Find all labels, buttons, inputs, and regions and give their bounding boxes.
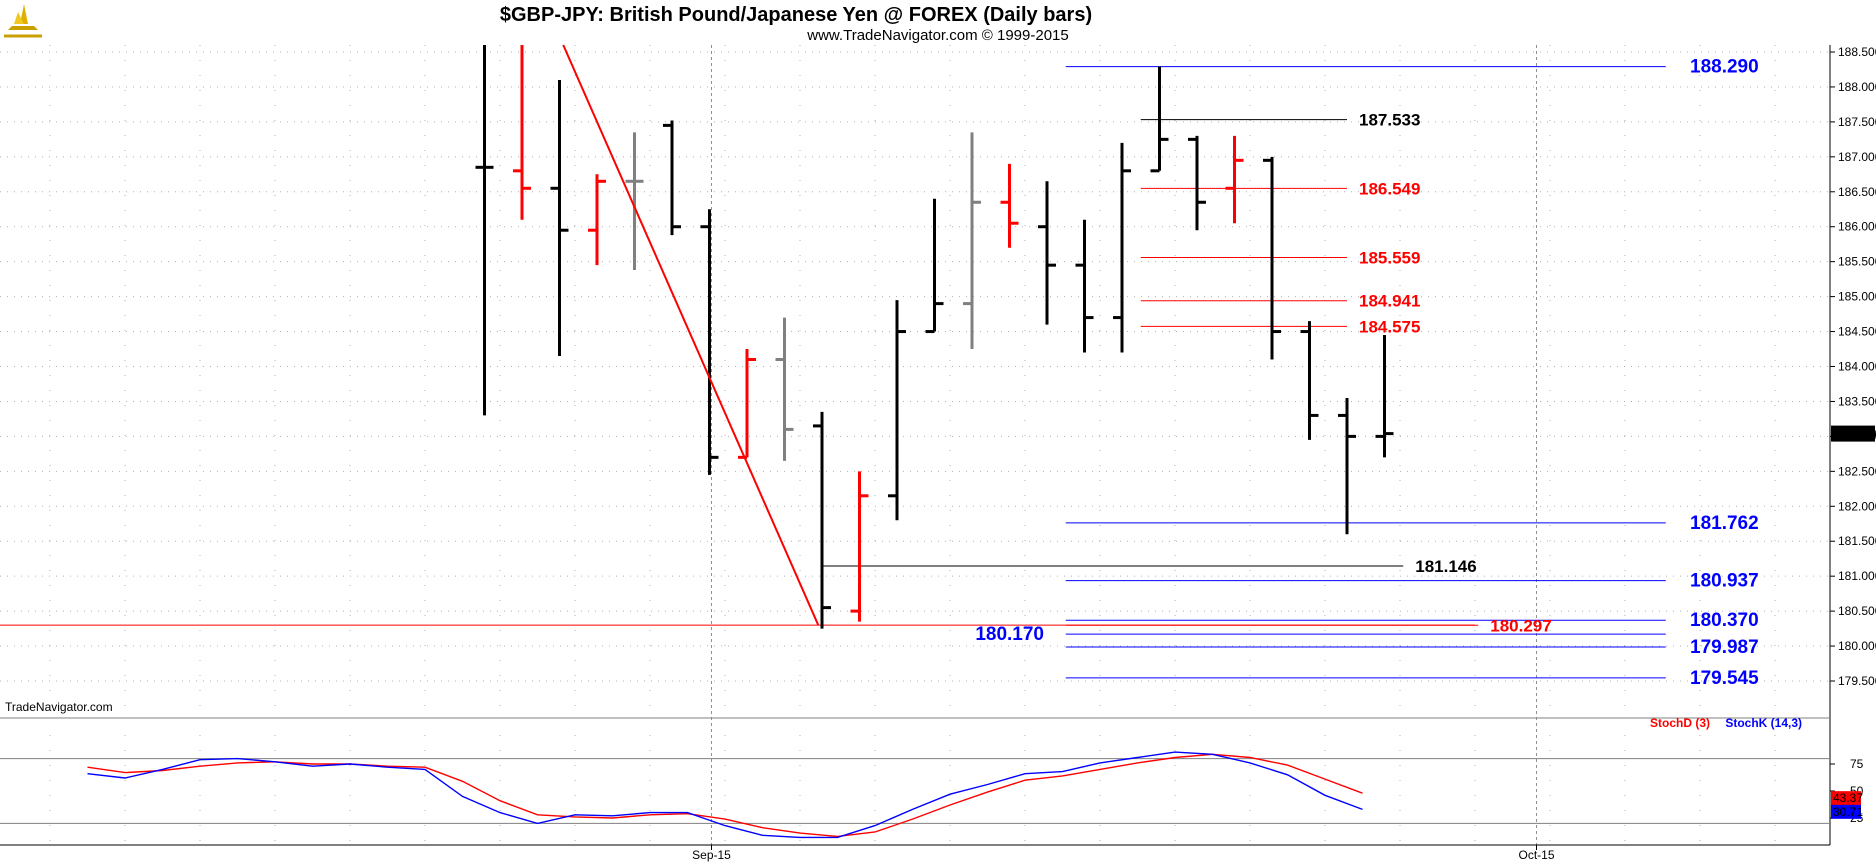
level-label: 180.170	[975, 624, 1044, 645]
stoch-d-line	[87, 753, 1363, 838]
price-bars	[475, 45, 1394, 629]
price-panel: 188.290 187.533 186.549 185.559 184.941 184.5…	[0, 44, 1876, 845]
level-label: 181.762	[1690, 513, 1759, 534]
price-tick-label: 182.500	[1838, 464, 1876, 478]
level-label: 179.545	[1690, 668, 1759, 689]
level-label: 179.987	[1690, 637, 1759, 658]
level-label: 187.533	[1359, 111, 1420, 130]
stochastic-lines	[87, 751, 1363, 839]
ohlc-bar	[1150, 66, 1169, 173]
ohlc-bar	[663, 120, 681, 236]
ohlc-bar	[925, 198, 944, 334]
chart-subtitle: www.TradeNavigator.com © 1999-2015	[806, 27, 1068, 44]
ohlc-bar	[550, 79, 569, 357]
stochastic-grid	[0, 735, 1830, 845]
level-label: 186.549	[1359, 179, 1420, 198]
stoch-tick-label: 75	[1850, 757, 1864, 771]
price-tick-label: 188.000	[1838, 80, 1876, 94]
stoch-k-value-box	[1831, 804, 1861, 819]
level-label: 184.575	[1359, 317, 1420, 336]
stoch-d-value-box	[1831, 791, 1861, 806]
ohlc-bar	[1113, 142, 1131, 353]
ohlc-bar	[775, 317, 794, 461]
price-tick-label: 186.000	[1838, 220, 1876, 234]
time-axis: Sep-15 Oct-15	[0, 844, 1830, 862]
price-tick-label: 182.000	[1838, 499, 1876, 513]
ohlc-bar	[888, 300, 906, 521]
price-tick-label: 187.500	[1838, 115, 1876, 129]
price-tick-label: 179.500	[1838, 674, 1876, 688]
ohlc-bar	[963, 132, 981, 350]
price-tick-label: 185.500	[1838, 255, 1876, 269]
ohlc-bar	[1188, 135, 1206, 231]
ohlc-bar	[700, 209, 719, 475]
level-label: 180.937	[1690, 571, 1759, 592]
price-tick-label: 184.500	[1838, 325, 1876, 339]
ohlc-bar	[625, 132, 644, 271]
price-tick-label: 186.500	[1838, 185, 1876, 199]
price-tick-label: 187.000	[1838, 150, 1876, 164]
ohlc-bar	[588, 174, 606, 266]
last-price-box	[1831, 425, 1875, 442]
legend-stoch-d: StochD (3)	[1650, 716, 1710, 730]
price-tick-label: 180.000	[1838, 639, 1876, 653]
time-tick-label: Oct-15	[1518, 848, 1554, 862]
ohlc-bar	[1300, 321, 1319, 440]
price-tick-label: 185.000	[1838, 290, 1876, 304]
level-label: 188.290	[1690, 57, 1759, 78]
ohlc-bar	[1225, 135, 1244, 224]
ohlc-bar	[513, 45, 531, 220]
chart-logo-icon	[4, 4, 42, 38]
ohlc-bar	[813, 411, 831, 629]
stoch-k-value: 30.71	[1833, 805, 1863, 819]
ohlc-bar	[475, 45, 494, 416]
price-tick-label: 188.500	[1838, 45, 1876, 59]
time-tick-label: Sep-15	[692, 848, 731, 862]
downtrend-line	[562, 44, 820, 626]
level-label: 184.941	[1359, 292, 1420, 311]
price-tick-label: 181.500	[1838, 534, 1876, 548]
level-label: 181.146	[1415, 557, 1476, 576]
last-price-label: 183.040	[1833, 427, 1876, 441]
ohlc-bar	[1075, 219, 1094, 353]
price-tick-label: 184.000	[1838, 360, 1876, 374]
price-tick-label: 180.500	[1838, 604, 1876, 618]
stoch-d-value: 43.37	[1833, 791, 1863, 805]
price-axis: 179.500 180.000 180.500 181.000 181.500 182.0…	[1829, 45, 1876, 845]
legend-stoch-k: StochK (14,3)	[1725, 716, 1802, 730]
watermark: TradeNavigator.com	[5, 700, 113, 714]
price-tick-label: 181.000	[1838, 569, 1876, 583]
stoch-k-line	[87, 751, 1363, 839]
trend-lines	[562, 44, 820, 626]
ohlc-bar	[1000, 163, 1019, 248]
chart-title: $GBP-JPY: British Pound/Japanese Yen @ F…	[500, 4, 1092, 26]
ohlc-bar	[1375, 335, 1394, 458]
level-label: 180.370	[1690, 610, 1759, 631]
ohlc-bar	[850, 471, 869, 622]
ohlc-bar	[1038, 181, 1056, 325]
level-label: 185.559	[1359, 249, 1420, 268]
price-tick-label: 183.500	[1838, 394, 1876, 408]
price-levels: 188.290 187.533 186.549 185.559 184.941 184.5…	[0, 57, 1759, 689]
price-grid	[0, 45, 1830, 845]
level-label: 180.297	[1490, 616, 1551, 635]
ohlc-bar	[1338, 397, 1356, 535]
ohlc-bar	[1263, 156, 1281, 360]
